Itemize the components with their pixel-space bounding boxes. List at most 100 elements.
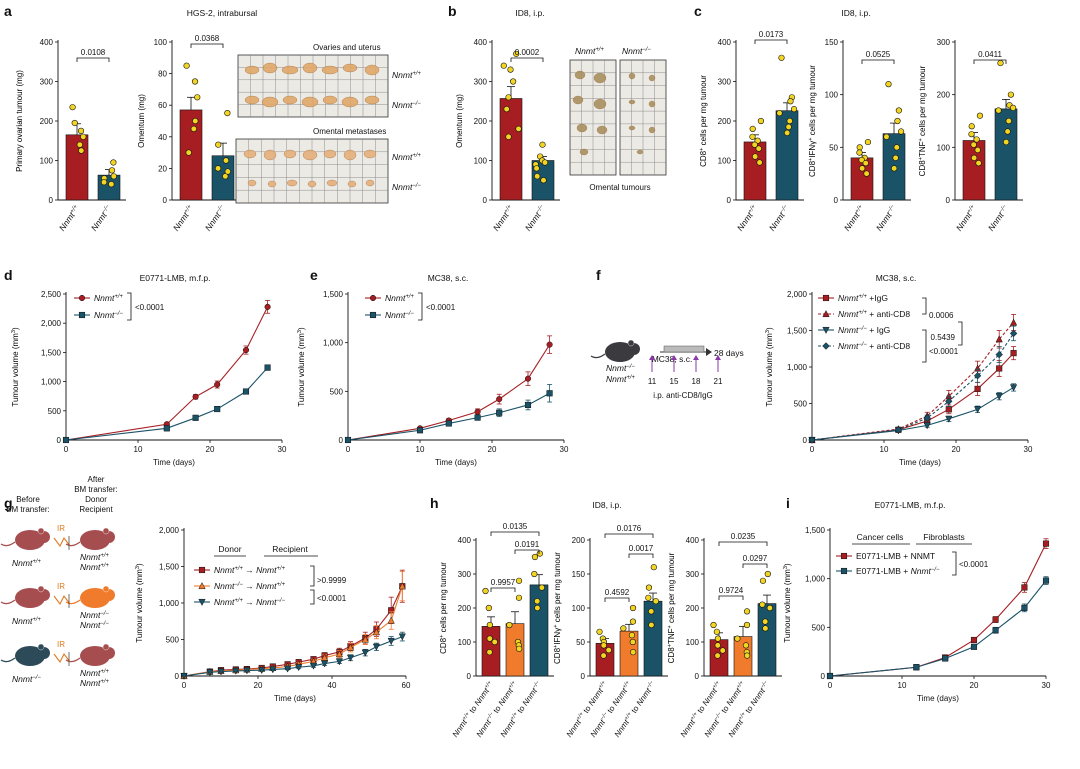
data-point [77,127,85,134]
data-point [110,159,117,166]
tissue-sample [364,95,380,105]
marker [387,637,395,645]
data-point [785,123,792,131]
irradiation-icon [53,536,71,548]
data-point [533,165,540,172]
panel-letter: g [4,495,13,511]
marker [372,628,381,636]
data-point [742,642,750,649]
y-tick-label: 100 [718,157,732,166]
data-point [751,141,758,148]
category-label: Nnmt−/− [986,203,1011,233]
tissue-sample [326,179,338,187]
mouse-genotype: Nnmt+/+ [80,552,109,562]
y-tick-label: 100 [686,638,700,647]
mouse-genotype: Nnmt+/+ [606,374,635,384]
panel-title: MC38, s.c. [428,273,469,283]
data-point [892,154,899,161]
marker [242,347,250,354]
tissue-sample [648,100,656,108]
marker [822,342,830,350]
data-point [507,66,514,73]
panel-letter: i [786,495,790,511]
legend-label: Nnmt−/− + IgG [838,325,890,335]
marker [945,397,953,406]
significance-bracket [742,563,768,568]
data-point [762,618,769,625]
y-tick-label: 2,000 [787,290,808,299]
legend-header: Recipient [272,544,308,554]
tissue-sample [281,65,299,75]
x-tick-label: 0 [828,681,833,690]
y-tick-label: 80 [158,70,167,79]
data-point [108,181,115,188]
tissue-sample [322,95,338,105]
marker [361,635,369,643]
y-tick-label: 2,500 [41,290,62,299]
data-point [534,604,541,612]
data-point [224,109,231,117]
y-axis-label: CD8+TNF+ cells per mg tumour [667,552,676,663]
mouse-tail [0,541,16,547]
legend-bracket [952,551,957,576]
data-point [713,628,720,635]
data-point [515,125,522,132]
significance-bracket [510,57,544,62]
x-tick-label: 30 [1024,445,1033,454]
data-point [645,594,652,601]
significance-bracket [190,43,224,48]
p-value: <0.0001 [959,560,989,569]
marker [217,668,225,676]
y-tick-label: 400 [686,536,700,545]
data-point [80,133,87,140]
mouse-body [15,530,45,550]
tissue-sample [572,95,584,105]
panel-letter: f [596,267,601,283]
legend-label: Nnmt+/+ + anti-CD8 [838,309,910,319]
legend-label: Nnmt−/− [385,310,414,320]
marker [524,401,532,409]
marker [192,414,199,421]
y-tick-label: 0 [803,436,808,445]
data-point [110,173,117,180]
series-line [811,352,1015,441]
marker [264,303,271,310]
data-point [78,147,85,154]
marker [974,385,981,392]
data-point [752,153,759,160]
y-tick-label: 50 [829,143,838,152]
marker [822,326,830,334]
marker [995,335,1003,343]
y-tick-label: 1,500 [805,526,826,535]
data-point [764,570,771,578]
data-point [652,598,659,605]
mouse-genotype: Nnmt−/− [606,363,635,373]
x-tick-label: 0 [64,445,69,454]
data-point [516,645,523,652]
marker [309,662,318,670]
panel-title: E0771-LMB, m.f.p. [140,273,211,283]
marker [474,408,481,415]
mouse-ear [37,527,45,535]
y-axis-label: Omentum (mg) [455,94,464,148]
tissue-sample [321,65,339,75]
p-value: 0.0191 [515,540,540,549]
category-label: Nnmt−/− [767,203,792,233]
mouse-ear [102,643,110,651]
data-point [486,649,493,656]
marker [1009,384,1018,392]
y-tick-label: 100 [154,38,168,47]
x-tick-label: 0 [346,445,351,454]
y-tick-label: 200 [718,117,732,126]
y-tick-label: 0 [175,672,180,681]
series-line [183,636,403,677]
tissue-sample [347,180,357,188]
arrowhead [706,348,712,356]
data-point [491,638,498,646]
mouse-ear [627,339,635,347]
legend-bracket [127,292,132,321]
timeline-label: 28 days [714,348,744,358]
marker [163,425,170,432]
panel-title: ID8, i.p. [515,8,544,18]
x-axis-label: Time (days) [917,694,959,703]
